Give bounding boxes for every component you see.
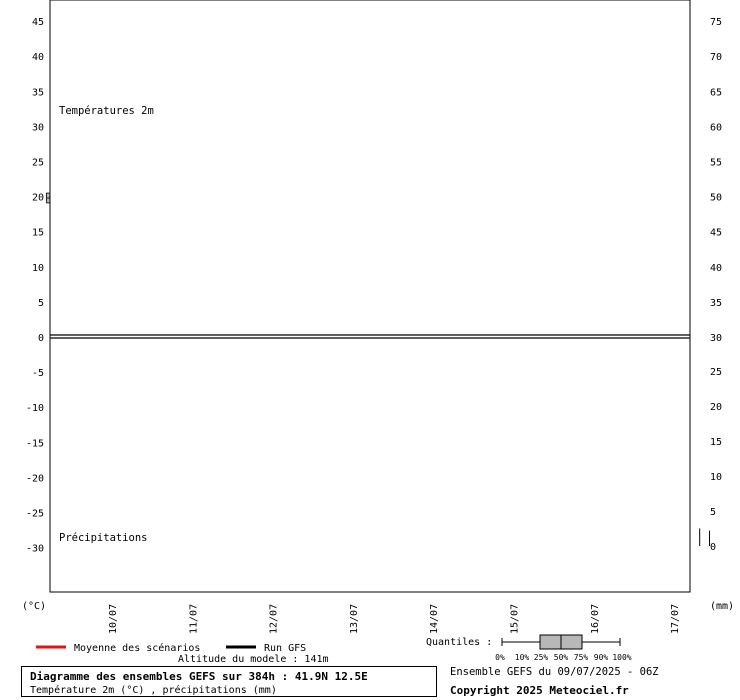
right-tick-label: 60 [710,122,722,133]
left-tick-label: 25 [32,158,44,169]
legend-mean-label: Moyenne des scénarios [74,642,200,654]
left-tick-label: 40 [32,52,44,63]
quantile-label: 100% [612,653,631,662]
right-tick-label: 65 [710,87,722,98]
right-tick-label: 35 [710,298,722,309]
date-tick-label: 11/07 [188,604,199,634]
right-tick-label: 40 [710,263,722,274]
left-tick-label: -15 [26,438,44,449]
quantile-label: 25% [534,653,549,662]
right-tick-label: 30 [710,333,722,344]
left-tick-label: -10 [26,403,44,414]
date-tick-label: 17/07 [670,604,681,634]
quantile-label: 0% [495,653,505,662]
legend-quantiles-label: Quantiles : [426,637,492,648]
tick-labels: 454035302520151050-5-10-15-20-25-3075706… [26,17,722,634]
right-tick-label: 0 [710,542,716,553]
right-tick-label: 75 [710,17,722,28]
left-tick-label: -25 [26,509,44,520]
date-tick-label: 16/07 [590,604,601,634]
chart-title: Diagramme des ensembles GEFS sur 384h : … [30,670,368,683]
left-axis-unit: (°C) [22,601,46,612]
left-tick-label: 45 [32,17,44,28]
quantile-label: 90% [594,653,609,662]
left-tick-label: 30 [32,122,44,133]
chart-subtitle: Température 2m (°C) , précipitations (mm… [30,685,277,696]
date-tick-label: 12/07 [269,604,280,634]
left-tick-label: 20 [32,193,44,204]
left-tick-label: -20 [26,473,44,484]
precip-panel-label: Précipitations [59,532,148,544]
right-tick-label: 15 [710,437,722,448]
legend: Moyenne des scénarios Run GFS Quantiles :0… [36,634,632,662]
date-tick-label: 10/07 [108,604,119,634]
left-tick-label: 15 [32,228,44,239]
date-tick-label: 13/07 [349,604,360,634]
altitude-text: Altitude du modele : 141m [178,654,329,665]
right-tick-label: 5 [710,507,716,518]
ensemble-run-text: Ensemble GEFS du 09/07/2025 - 06Z [450,666,659,678]
right-axis-unit: (mm) [710,601,734,612]
quantile-label: 10% [515,653,530,662]
right-tick-label: 10 [710,472,722,483]
date-tick-label: 14/07 [429,604,440,634]
right-tick-label: 20 [710,402,722,413]
date-tick-label: 15/07 [510,604,521,634]
info-box: Diagramme des ensembles GEFS sur 384h : … [21,666,437,697]
legend-run-label: Run GFS [264,643,306,654]
axes [49,0,691,593]
copyright-text: Copyright 2025 Meteociel.fr [450,684,629,697]
temp-panel-label: Températures 2m [59,105,154,117]
right-tick-label: 70 [710,52,722,63]
left-tick-label: 0 [38,333,44,344]
quantile-label: 50% [554,653,569,662]
left-tick-label: -5 [32,368,44,379]
left-tick-label: -30 [26,544,44,555]
right-tick-label: 50 [710,193,722,204]
right-tick-label: 25 [710,367,722,378]
left-tick-label: 5 [38,298,44,309]
right-tick-label: 55 [710,158,722,169]
left-tick-label: 10 [32,263,44,274]
left-tick-label: 35 [32,87,44,98]
right-tick-label: 45 [710,228,722,239]
plot-frame [49,0,691,593]
quantile-label: 75% [574,653,589,662]
